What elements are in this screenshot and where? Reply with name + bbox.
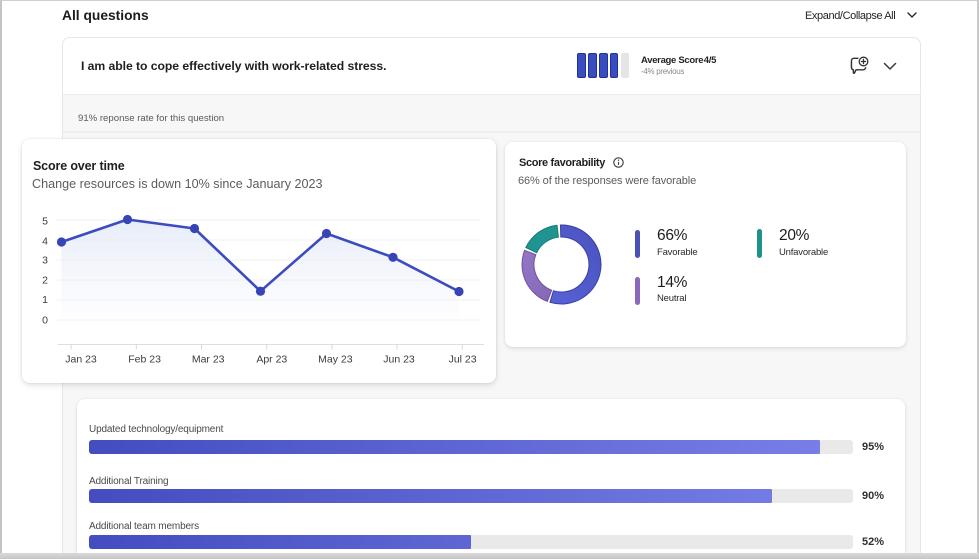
svg-text:Mar 23: Mar 23 [192, 354, 225, 366]
svg-text:Jan 23: Jan 23 [65, 354, 97, 366]
svg-text:2: 2 [42, 274, 48, 286]
svg-text:5: 5 [42, 215, 48, 227]
svg-text:1: 1 [42, 294, 48, 306]
svg-text:3: 3 [42, 255, 48, 267]
svg-text:0: 0 [42, 315, 48, 327]
svg-text:Apr 23: Apr 23 [256, 354, 287, 366]
svg-text:Feb 23: Feb 23 [128, 354, 161, 366]
svg-text:Jul 23: Jul 23 [449, 354, 477, 366]
svg-text:4: 4 [42, 235, 48, 247]
svg-text:Jun 23: Jun 23 [383, 354, 415, 366]
svg-text:May 23: May 23 [318, 354, 353, 366]
